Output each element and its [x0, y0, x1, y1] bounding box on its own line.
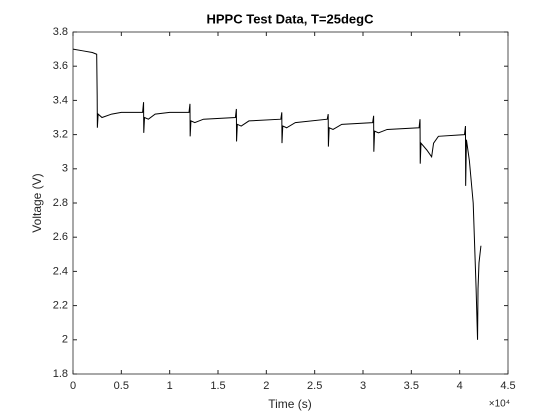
y-axis-label: Voltage (V) — [30, 173, 44, 232]
y-tick-label: 2 — [62, 334, 68, 346]
y-tick-label: 3.2 — [53, 129, 68, 141]
y-tick-label: 3.8 — [53, 26, 68, 38]
x-axis-label: Time (s) — [268, 397, 312, 411]
x-tick-label: 2.5 — [307, 380, 322, 392]
x-tick-label: 2 — [263, 380, 269, 392]
x-tick-label: 3.5 — [404, 380, 419, 392]
y-tick-label: 1.8 — [53, 368, 68, 380]
y-tick-label: 2.8 — [53, 197, 68, 209]
plot-area — [72, 31, 509, 375]
chart-title: HPPC Test Data, T=25degC — [206, 11, 374, 26]
y-tick-label: 2.2 — [53, 300, 68, 312]
y-tick-label: 3.4 — [53, 94, 68, 106]
x-tick-label: 3 — [360, 380, 366, 392]
x-exponent: ×10⁴ — [489, 399, 510, 410]
y-tick-label: 3 — [62, 163, 68, 175]
x-tick-label: 4.5 — [500, 380, 515, 392]
y-tick-label: 2.6 — [53, 231, 68, 243]
data-line — [72, 48, 482, 340]
x-tick-label: 0.5 — [114, 380, 129, 392]
x-tick-label: 4 — [457, 380, 463, 392]
y-tick-label: 3.6 — [53, 60, 68, 72]
y-tick-label: 2.4 — [53, 265, 68, 277]
x-tick-label: 1.5 — [210, 380, 225, 392]
x-tick-label: 0 — [70, 380, 76, 392]
x-tick-label: 1 — [167, 380, 173, 392]
